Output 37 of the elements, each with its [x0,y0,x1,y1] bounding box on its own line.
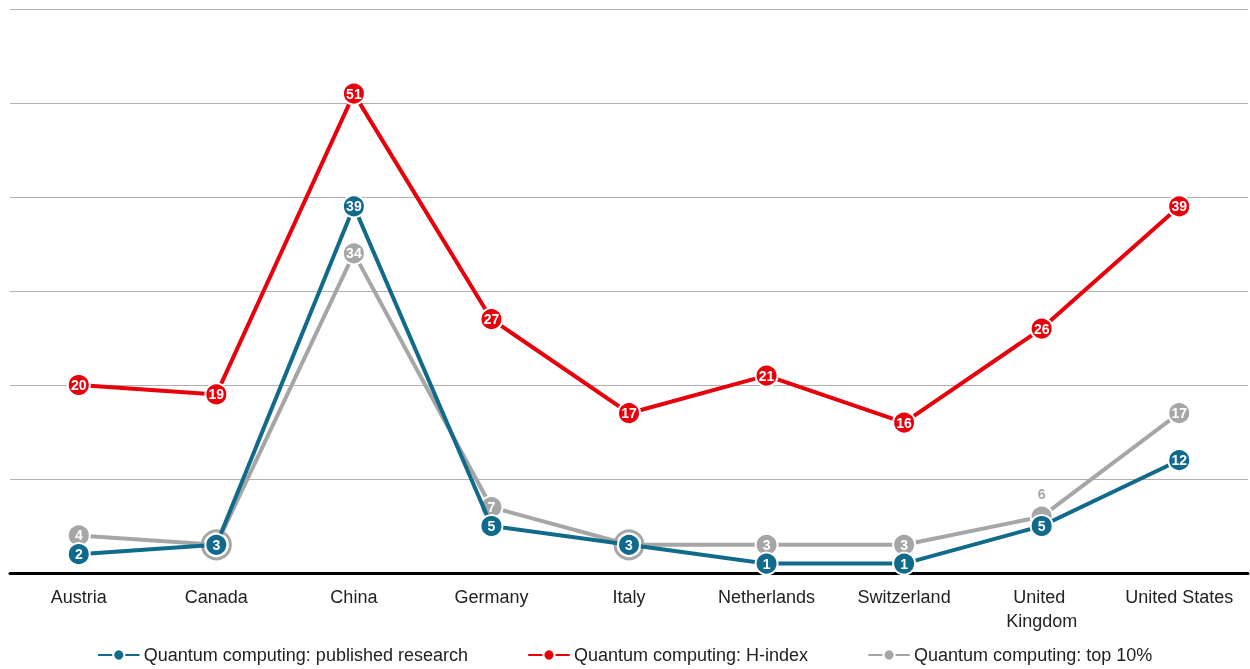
x-tick-label: Austria [50,587,108,607]
legend-label: Quantum computing: published research [143,645,468,665]
x-tick-label: United States [1125,587,1234,607]
data-label: 3 [625,536,634,553]
data-label: 20 [70,377,87,393]
data-label: 5 [487,518,496,534]
x-tick-label: Switzerland [857,587,951,607]
data-label: 3 [762,536,771,553]
x-tick-label: China [330,587,379,607]
data-label: 6 [1037,485,1046,502]
data-label: 2 [74,546,83,563]
data-label: 7 [487,499,496,516]
data-label: 3 [212,536,221,553]
data-label: 12 [1171,452,1188,469]
data-label: 34 [346,245,362,262]
x-tick-label: Germany [454,587,529,607]
x-tick-label: Canada [184,587,249,607]
data-label: 26 [1033,320,1050,337]
data-label: 5 [1037,518,1046,534]
data-label: 17 [621,405,637,422]
data-label: 1 [900,555,909,572]
data-label: 17 [1171,405,1188,422]
data-label: 1 [762,555,771,572]
data-label: 39 [346,198,362,215]
x-tick-label: Netherlands [718,587,816,607]
data-label: 39 [1171,198,1188,215]
data-label: 27 [483,311,500,328]
legend-label: Quantum computing: top 10% [914,645,1153,665]
data-label: 4 [74,527,83,544]
data-label: 21 [758,367,775,384]
data-label: 19 [208,386,225,403]
legend-label: Quantum computing: H-index [573,645,809,665]
data-label: 3 [900,536,909,553]
x-tick-label: United Kingdom [1006,587,1078,631]
data-label: 51 [346,85,362,102]
x-tick-label: Italy [612,587,646,607]
data-label: 16 [896,414,913,431]
